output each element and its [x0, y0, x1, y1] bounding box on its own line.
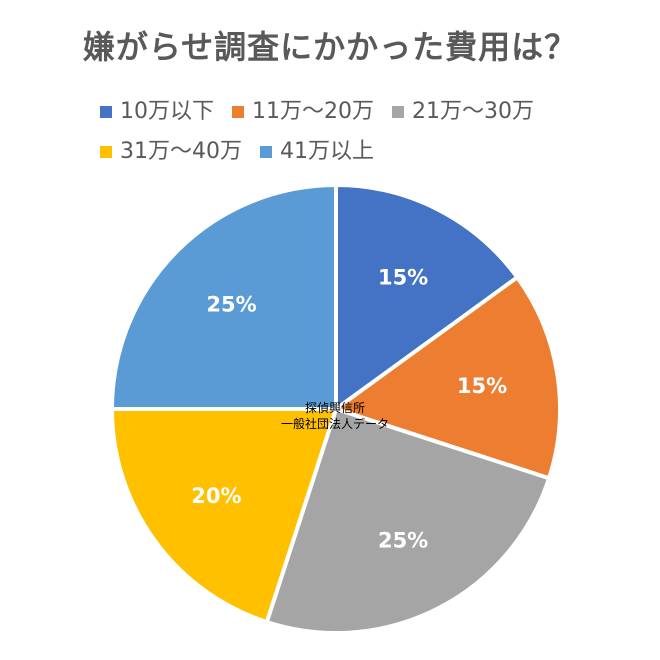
slice-31-40man [110, 407, 338, 625]
legend-label: 11万～20万 [252, 99, 374, 124]
data-label-21-30man: 25% [378, 529, 428, 553]
data-label-10man-ika: 15% [378, 265, 428, 289]
chart-title: 嫌がらせ調査にかかった費用は？ [82, 28, 578, 66]
source-note-line-1: 探偵興信所 [304, 401, 365, 415]
legend-label: 31万～40万 [120, 139, 242, 164]
legend-item-10man-ika: 10万以下 [100, 92, 214, 132]
slice-41man-ijo [110, 183, 338, 411]
data-label-11-20man: 15% [457, 374, 507, 398]
pie-labels: 15% 15% 25% 20% 25% [191, 265, 507, 552]
legend-label: 21万～30万 [412, 99, 534, 124]
legend-item-11-20man: 11万～20万 [232, 92, 374, 132]
legend-item-31-40man: 31万～40万 [100, 132, 242, 172]
legend-item-21-30man: 21万～30万 [392, 92, 534, 132]
legend-row-2: 31万～40万 41万以上 [100, 132, 620, 172]
legend: 10万以下 11万～20万 21万～30万 31万～40万 41万以上 [100, 92, 620, 172]
slice-21-30man [264, 407, 552, 635]
data-label-41man-ijo: 25% [206, 293, 256, 317]
source-note-line-2: 一般社団法人データ [280, 417, 389, 431]
legend-item-41man-ijo: 41万以上 [260, 132, 374, 172]
legend-swatch [260, 146, 272, 158]
legend-swatch [100, 106, 112, 118]
slice-10man-ika [334, 183, 520, 411]
source-note: 探偵興信所 一般社団法人データ [250, 400, 420, 432]
pie-slices [110, 183, 562, 635]
legend-swatch [100, 146, 112, 158]
legend-swatch [232, 106, 244, 118]
legend-label: 10万以下 [120, 99, 214, 124]
legend-label: 41万以上 [280, 139, 374, 164]
legend-row-1: 10万以下 11万～20万 21万～30万 [100, 92, 620, 132]
legend-swatch [392, 106, 404, 118]
data-label-31-40man: 20% [191, 484, 241, 508]
slice-11-20man [334, 275, 562, 481]
